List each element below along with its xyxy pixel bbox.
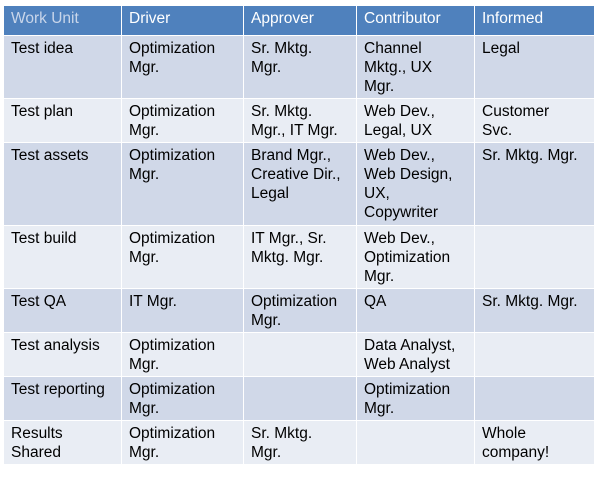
- cell-work-unit: Test reporting: [3, 376, 122, 421]
- table-row: Test plan Optimization Mgr. Sr. Mktg. Mg…: [3, 98, 595, 143]
- cell-driver: Optimization Mgr.: [121, 142, 244, 226]
- header-informed: Informed: [474, 5, 595, 36]
- table-row: Test build Optimization Mgr. IT Mgr., Sr…: [3, 225, 595, 289]
- cell-contributor: Web Dev., Web Design, UX, Copywriter: [356, 142, 475, 226]
- table-row: Test analysis Optimization Mgr. Data Ana…: [3, 332, 595, 377]
- cell-work-unit: Test build: [3, 225, 122, 289]
- cell-driver: Optimization Mgr.: [121, 420, 244, 465]
- table-row: Test QA IT Mgr. Optimization Mgr. QA Sr.…: [3, 288, 595, 333]
- header-contributor: Contributor: [356, 5, 475, 36]
- cell-approver: Optimization Mgr.: [243, 288, 357, 333]
- cell-contributor: Optimization Mgr.: [356, 376, 475, 421]
- cell-work-unit: Test plan: [3, 98, 122, 143]
- cell-contributor: [356, 420, 475, 465]
- cell-informed: [474, 332, 595, 377]
- cell-contributor: Web Dev., Legal, UX: [356, 98, 475, 143]
- cell-informed: [474, 225, 595, 289]
- cell-informed: [474, 376, 595, 421]
- cell-work-unit: Test assets: [3, 142, 122, 226]
- cell-approver: IT Mgr., Sr. Mktg. Mgr.: [243, 225, 357, 289]
- table-row: Test reporting Optimization Mgr. Optimiz…: [3, 376, 595, 421]
- table-row: Test assets Optimization Mgr. Brand Mgr.…: [3, 142, 595, 226]
- cell-contributor: Web Dev., Optimization Mgr.: [356, 225, 475, 289]
- cell-informed: Legal: [474, 35, 595, 99]
- table-row: Test idea Optimization Mgr. Sr. Mktg. Mg…: [3, 35, 595, 99]
- cell-contributor: Data Analyst, Web Analyst: [356, 332, 475, 377]
- cell-work-unit: Results Shared: [3, 420, 122, 465]
- cell-approver: Sr. Mktg. Mgr.: [243, 420, 357, 465]
- cell-driver: Optimization Mgr.: [121, 376, 244, 421]
- cell-informed: Sr. Mktg. Mgr.: [474, 288, 595, 333]
- cell-approver: Sr. Mktg. Mgr.: [243, 35, 357, 99]
- header-approver: Approver: [243, 5, 357, 36]
- header-driver: Driver: [121, 5, 244, 36]
- cell-driver: Optimization Mgr.: [121, 225, 244, 289]
- cell-informed: Whole company!: [474, 420, 595, 465]
- cell-work-unit: Test analysis: [3, 332, 122, 377]
- table-body: Test idea Optimization Mgr. Sr. Mktg. Mg…: [3, 35, 595, 465]
- cell-approver: [243, 332, 357, 377]
- cell-informed: Customer Svc.: [474, 98, 595, 143]
- cell-approver: Brand Mgr., Creative Dir., Legal: [243, 142, 357, 226]
- cell-contributor: QA: [356, 288, 475, 333]
- cell-driver: Optimization Mgr.: [121, 332, 244, 377]
- cell-approver: [243, 376, 357, 421]
- cell-contributor: Channel Mktg., UX Mgr.: [356, 35, 475, 99]
- cell-approver: Sr. Mktg. Mgr., IT Mgr.: [243, 98, 357, 143]
- cell-driver: IT Mgr.: [121, 288, 244, 333]
- cell-driver: Optimization Mgr.: [121, 35, 244, 99]
- header-work-unit: Work Unit: [3, 5, 122, 36]
- header-row: Work Unit Driver Approver Contributor In…: [3, 5, 595, 36]
- table-row: Results Shared Optimization Mgr. Sr. Mkt…: [3, 420, 595, 465]
- cell-driver: Optimization Mgr.: [121, 98, 244, 143]
- cell-informed: Sr. Mktg. Mgr.: [474, 142, 595, 226]
- cell-work-unit: Test idea: [3, 35, 122, 99]
- cell-work-unit: Test QA: [3, 288, 122, 333]
- responsibility-table: Work Unit Driver Approver Contributor In…: [3, 5, 595, 465]
- table-header: Work Unit Driver Approver Contributor In…: [3, 5, 595, 36]
